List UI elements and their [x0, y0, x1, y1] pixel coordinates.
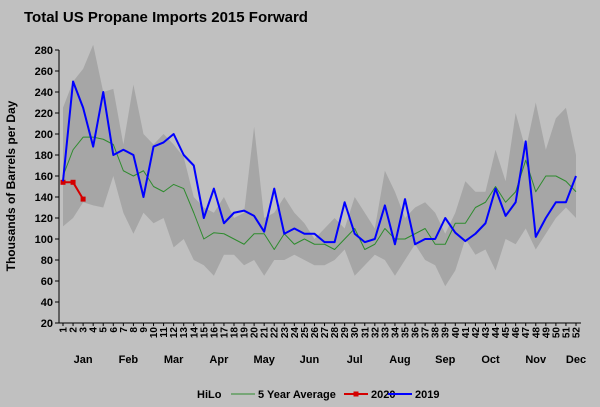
y-tick-label: 20: [41, 318, 53, 330]
hilo-band: [63, 44, 576, 287]
series-line-5-year-average: [62, 136, 577, 250]
month-label: Jan: [74, 354, 93, 366]
x-tick-label: 23: [280, 327, 291, 339]
month-label: Feb: [119, 354, 139, 366]
x-tick-label: 45: [501, 327, 512, 339]
chart-title: Total US Propane Imports 2015 Forward: [24, 9, 308, 26]
x-tick-label: 38: [431, 327, 442, 339]
x-tick-label: 18: [230, 327, 241, 339]
y-tick-label: 120: [35, 213, 53, 225]
x-tick-label: 51: [561, 327, 572, 339]
series-line-2019: [62, 80, 577, 246]
month-label: Apr: [209, 354, 229, 366]
x-tick-label: 35: [401, 327, 412, 339]
y-tick-label: 40: [41, 297, 53, 309]
y-tick-label: 260: [35, 66, 53, 78]
x-tick-label: 15: [199, 327, 210, 339]
x-tick-label: 10: [149, 327, 160, 339]
x-tick-label: 29: [340, 327, 351, 339]
legend-2020-marker: [353, 391, 359, 397]
hilo-band-layer: [63, 44, 576, 287]
x-tick-label: 27: [320, 327, 331, 339]
x-tick-label: 50: [551, 327, 562, 339]
y-tick-label: 100: [35, 234, 53, 246]
x-tick-label: 20: [250, 327, 261, 339]
x-tick-label: 34: [390, 327, 401, 339]
x-tick-label: 31: [360, 327, 371, 339]
x-tick-label: 43: [481, 327, 492, 339]
x-tick-label: 7: [119, 327, 130, 333]
x-tick-label: 36: [411, 327, 422, 339]
month-label: Oct: [481, 354, 500, 366]
y-tick-label: 160: [35, 171, 53, 183]
x-tick-label: 1: [59, 327, 70, 333]
x-tick-label: 28: [330, 327, 341, 339]
x-tick-label: 5: [99, 327, 110, 333]
y-tick-label: 280: [35, 45, 53, 57]
y-tick-label: 180: [35, 150, 53, 162]
x-tick-label: 12: [169, 327, 180, 339]
axes: [58, 50, 581, 324]
x-tick-label: 47: [521, 327, 532, 339]
x-tick-label: 32: [370, 327, 381, 339]
month-label: Jul: [347, 354, 363, 366]
y-ticks: 20 40 60 80 100 120 140 160 180 200 220 240 260 280: [35, 45, 59, 330]
x-tick-label: 41: [461, 327, 472, 339]
point-2020: [60, 179, 66, 185]
x-tick-label: 3: [79, 327, 90, 333]
y-tick-label: 200: [35, 129, 53, 141]
legend-2019-label: 2019: [415, 389, 439, 401]
y-tick-label: 140: [35, 192, 53, 204]
x-tick-label: 37: [421, 327, 432, 339]
legend-avg-label: 5 Year Average: [258, 389, 336, 401]
x-tick-label: 13: [179, 327, 190, 339]
x-tick-label: 44: [491, 327, 502, 339]
x-tick-label: 14: [189, 327, 200, 339]
x-tick-label: 40: [451, 327, 462, 339]
x-ticks: 1 2 3 4 5 6 7 8 9 10 11 12 13 14 15 16 17 18 19 20 21 22 23 24 2…: [59, 323, 583, 338]
month-label: Sep: [435, 354, 455, 366]
x-tick-label: 19: [240, 327, 251, 339]
x-tick-label: 52: [572, 327, 583, 339]
y-tick-label: 80: [41, 255, 53, 267]
legend-hilo-label: HiLo: [197, 389, 222, 401]
point-2020: [80, 196, 86, 202]
x-tick-label: 6: [109, 327, 120, 333]
x-tick-label: 22: [270, 327, 281, 339]
month-label: Jun: [300, 354, 320, 366]
x-tick-label: 11: [159, 327, 170, 338]
x-tick-label: 8: [129, 327, 140, 333]
x-tick-label: 9: [139, 327, 150, 333]
x-tick-label: 30: [350, 327, 361, 339]
month-label: May: [253, 354, 275, 366]
x-tick-label: 46: [511, 327, 522, 339]
x-tick-label: 2: [69, 327, 80, 333]
y-tick-label: 240: [35, 87, 53, 99]
legend-2020-label: 2020: [371, 389, 395, 401]
month-label: Mar: [164, 354, 184, 366]
x-tick-label: 24: [290, 327, 301, 339]
x-tick-label: 4: [89, 327, 100, 333]
x-tick-label: 49: [541, 327, 552, 339]
month-label: Dec: [566, 354, 586, 366]
x-tick-label: 39: [441, 327, 452, 339]
series-lines: [60, 80, 577, 250]
month-label: Aug: [389, 354, 410, 366]
point-2020: [70, 179, 76, 185]
x-tick-label: 48: [531, 327, 542, 339]
y-tick-label: 220: [35, 108, 53, 120]
month-labels: Jan Feb Mar Apr May Jun Jul Aug Sep Oct Nov Dec: [74, 354, 586, 366]
x-tick-label: 16: [209, 327, 220, 339]
y-axis-label: Thousands of Barrels per Day: [4, 100, 18, 271]
x-tick-label: 42: [471, 327, 482, 339]
x-tick-label: 33: [380, 327, 391, 339]
y-tick-label: 60: [41, 276, 53, 288]
x-tick-label: 26: [310, 327, 321, 339]
x-tick-label: 25: [300, 327, 311, 339]
x-tick-label: 17: [219, 327, 230, 339]
legend: HiLo 5 Year Average 2020 2019: [197, 389, 439, 401]
x-tick-label: 21: [260, 327, 271, 339]
month-label: Nov: [525, 354, 547, 366]
